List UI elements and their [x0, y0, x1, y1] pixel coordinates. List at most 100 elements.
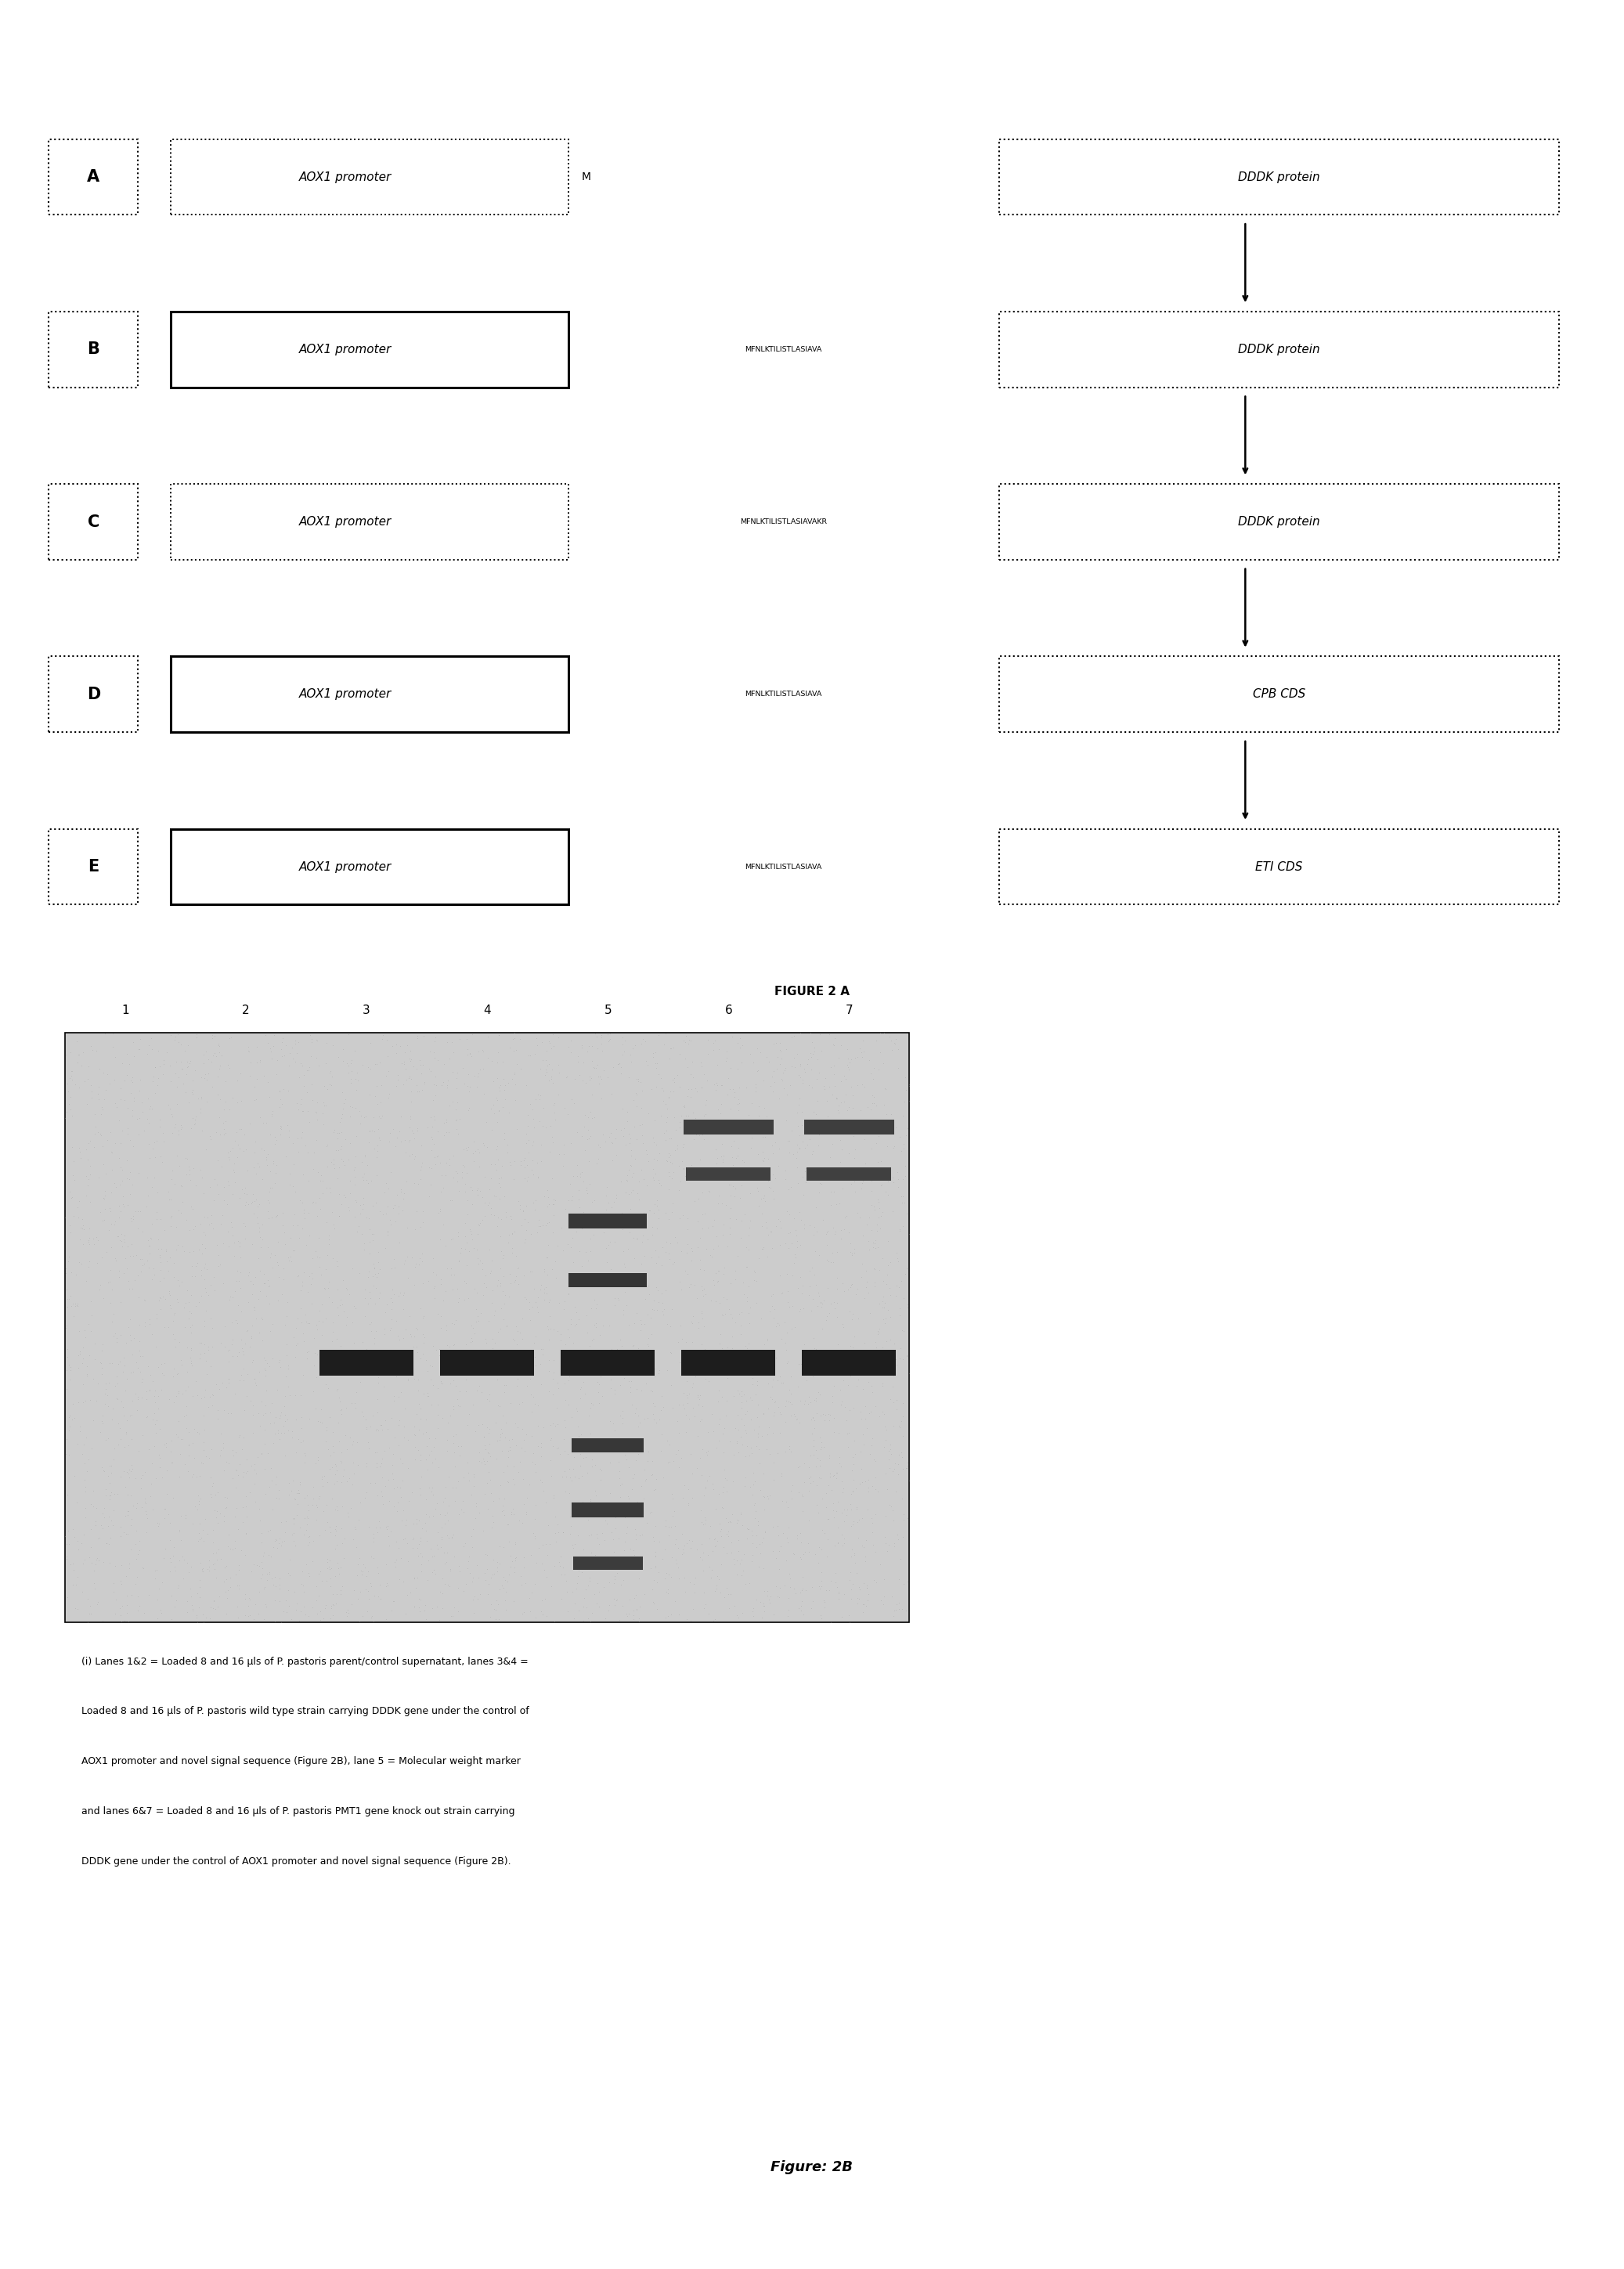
Point	[232, 1132, 258, 1169]
Point	[814, 1271, 840, 1307]
Point	[723, 1171, 749, 1207]
Point	[890, 1518, 916, 1554]
Point	[119, 1577, 145, 1613]
Point	[304, 1039, 330, 1076]
Point	[653, 1572, 679, 1609]
Point	[512, 1200, 538, 1237]
Point	[822, 1216, 848, 1252]
Point	[599, 1513, 625, 1550]
Point	[412, 1414, 438, 1450]
Point	[742, 1464, 768, 1500]
Point	[679, 1071, 705, 1107]
Point	[734, 1069, 760, 1105]
Point	[361, 1216, 387, 1252]
Point	[525, 1427, 551, 1464]
Point	[786, 1193, 812, 1230]
Point	[110, 1187, 136, 1223]
Point	[531, 1409, 557, 1445]
Point	[65, 1289, 91, 1325]
Point	[624, 1221, 650, 1257]
Point	[380, 1284, 406, 1321]
Point	[395, 1259, 421, 1296]
Point	[875, 1248, 901, 1284]
Point	[606, 1432, 632, 1468]
Point	[320, 1207, 346, 1243]
Point	[755, 1169, 781, 1205]
Point	[222, 1164, 248, 1200]
Point	[601, 1581, 627, 1618]
Point	[422, 1557, 448, 1593]
Point	[313, 1087, 339, 1123]
Point	[676, 1375, 702, 1411]
Point	[291, 1191, 317, 1228]
Point	[57, 1277, 83, 1314]
Point	[552, 1402, 578, 1439]
Point	[445, 1570, 471, 1606]
Point	[603, 1511, 628, 1547]
Point	[820, 1234, 846, 1271]
Point	[872, 1498, 898, 1534]
Point	[268, 1416, 294, 1452]
Point	[162, 1552, 188, 1588]
Point	[654, 1597, 680, 1634]
Point	[70, 1225, 96, 1262]
Point	[323, 1586, 349, 1622]
Point	[239, 1307, 265, 1343]
Text: 6: 6	[724, 1005, 732, 1017]
Point	[54, 1339, 80, 1375]
Point	[80, 1221, 106, 1257]
Point	[739, 1477, 765, 1513]
Point	[697, 1520, 723, 1557]
Point	[666, 1597, 692, 1634]
Point	[654, 1091, 680, 1128]
Point	[266, 1259, 292, 1296]
Point	[362, 1434, 388, 1470]
Point	[479, 1243, 505, 1280]
Point	[679, 1305, 705, 1341]
Point	[112, 1429, 138, 1466]
Point	[692, 1468, 718, 1504]
Point	[659, 1193, 685, 1230]
Point	[586, 1316, 612, 1352]
Point	[767, 1032, 793, 1069]
Point	[768, 1364, 794, 1400]
Point	[864, 1021, 890, 1057]
Point	[862, 1334, 888, 1370]
Point	[564, 1307, 590, 1343]
Point	[815, 1098, 841, 1134]
Point	[78, 1073, 104, 1110]
Point	[425, 1513, 451, 1550]
Point	[601, 1184, 627, 1221]
Point	[107, 1150, 133, 1187]
Point	[614, 1157, 640, 1193]
Point	[127, 1355, 153, 1391]
Point	[650, 1073, 676, 1110]
Point	[836, 1051, 862, 1087]
Point	[356, 1123, 382, 1159]
Point	[580, 1427, 606, 1464]
Point	[317, 1509, 343, 1545]
Point	[554, 1563, 580, 1600]
Point	[771, 1389, 797, 1425]
Point	[310, 1085, 336, 1121]
FancyBboxPatch shape	[171, 311, 568, 388]
Point	[728, 1495, 754, 1532]
Point	[70, 1366, 96, 1402]
Point	[216, 1141, 242, 1178]
Point	[313, 1409, 339, 1445]
Point	[760, 1173, 786, 1209]
Point	[564, 1214, 590, 1250]
Text: AOX1 promoter: AOX1 promoter	[299, 515, 391, 529]
Point	[357, 1273, 383, 1309]
Point	[252, 1395, 278, 1432]
Point	[132, 1595, 158, 1631]
Point	[171, 1066, 197, 1103]
Point	[588, 1359, 614, 1395]
Point	[502, 1525, 528, 1561]
Point	[856, 1223, 882, 1259]
Point	[78, 1382, 104, 1418]
Point	[404, 1432, 430, 1468]
Point	[291, 1157, 317, 1193]
Point	[490, 1559, 516, 1595]
Point	[195, 1277, 221, 1314]
